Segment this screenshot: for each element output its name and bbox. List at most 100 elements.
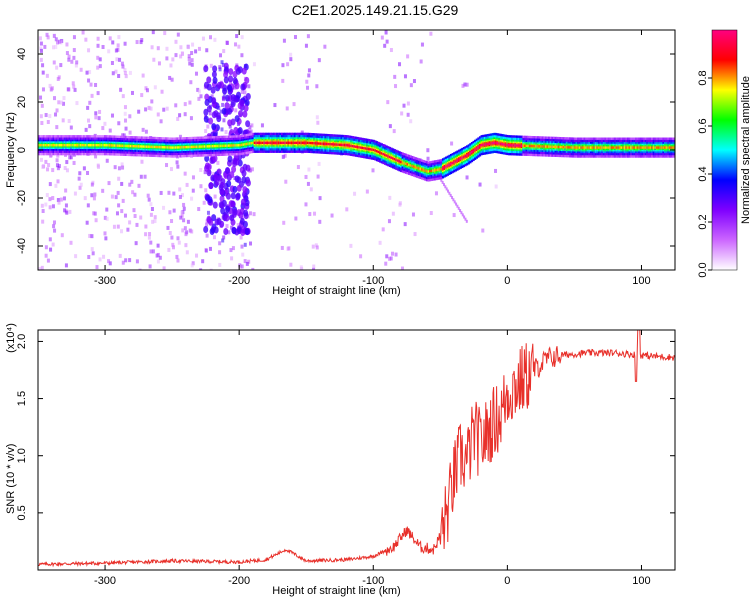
heatmap-cell	[117, 35, 121, 40]
heatmap-cell	[49, 247, 53, 252]
heatmap-cell	[96, 164, 100, 169]
heatmap-cell	[179, 215, 183, 220]
heatmap-cell	[163, 146, 166, 149]
heatmap-cell	[226, 144, 229, 147]
heatmap-cell	[216, 144, 219, 148]
heatmap-cell	[174, 39, 178, 44]
heatmap-cell	[430, 169, 433, 173]
heatmap-cell	[570, 146, 573, 149]
heatmap-cell	[184, 145, 187, 149]
heatmap-cell	[202, 145, 205, 148]
heatmap-cell	[99, 144, 102, 147]
heatmap-cell	[126, 227, 130, 232]
heatmap-cell	[282, 141, 285, 144]
heatmap-cell	[100, 144, 103, 147]
heatmap-cell	[201, 259, 205, 264]
heatmap-cell	[244, 99, 250, 107]
heatmap-cell	[301, 141, 305, 144]
heatmap-cell	[39, 114, 43, 119]
heatmap-cell	[87, 144, 91, 147]
heatmap-cell	[231, 144, 234, 147]
heatmap-cell	[115, 57, 119, 62]
heatmap-cell	[285, 106, 289, 111]
heatmap-cell	[96, 36, 100, 41]
heatmap-cell	[393, 157, 396, 161]
heatmap-cell	[445, 165, 448, 168]
heatmap-cell	[121, 198, 125, 203]
heatmap-cell	[440, 168, 443, 171]
heatmap-cell	[240, 83, 246, 91]
heatmap-cell	[313, 142, 316, 145]
heatmap-cell	[511, 144, 514, 147]
heatmap-cell	[152, 145, 155, 149]
heatmap-cell	[134, 145, 137, 148]
heatmap-cell	[281, 78, 285, 83]
heatmap-cell	[491, 141, 495, 145]
heatmap-cell	[247, 259, 251, 264]
heatmap-cell	[456, 159, 459, 162]
heatmap-cell	[144, 224, 148, 229]
x-tick-label: 0	[504, 575, 510, 587]
heatmap-cell	[647, 146, 651, 149]
heatmap-cell	[62, 144, 65, 147]
heatmap-cell	[234, 175, 240, 183]
heatmap-cell	[56, 166, 60, 171]
heatmap-cell	[293, 141, 297, 144]
heatmap-cell	[224, 144, 227, 147]
heatmap-cell	[170, 235, 174, 240]
heatmap-cell	[90, 247, 94, 252]
heatmap-cell	[388, 124, 392, 129]
heatmap-cell	[402, 103, 406, 108]
heatmap-cell	[384, 30, 388, 35]
heatmap-cell	[501, 142, 504, 146]
heatmap-cell	[541, 145, 544, 148]
heatmap-cell	[625, 146, 628, 149]
heatmap-cell	[149, 145, 152, 148]
heatmap-cell	[561, 145, 564, 149]
heatmap-cell	[240, 53, 244, 58]
heatmap-cell	[39, 57, 43, 62]
heatmap-cell	[215, 112, 221, 120]
heatmap-cell	[39, 95, 43, 100]
heatmap-cell	[115, 144, 118, 147]
heatmap-cell	[46, 258, 50, 263]
heatmap-cell	[57, 164, 61, 169]
heatmap-cell	[470, 150, 474, 154]
heatmap-cell	[307, 167, 311, 172]
heatmap-cell	[184, 243, 188, 248]
heatmap-cell	[56, 153, 60, 158]
heatmap-cell	[222, 49, 226, 54]
heatmap-cell	[359, 146, 363, 149]
heatmap-cell	[203, 226, 209, 234]
spectrogram-heatmap	[38, 30, 675, 270]
heatmap-cell	[91, 251, 95, 256]
heatmap-cell	[57, 200, 61, 205]
heatmap-cell	[139, 174, 143, 179]
heatmap-cell	[121, 133, 125, 138]
heatmap-cell	[334, 143, 337, 146]
x-tick-label: 100	[632, 275, 650, 287]
heatmap-cell	[243, 143, 247, 146]
heatmap-cell	[458, 158, 461, 161]
heatmap-cell	[179, 146, 182, 149]
heatmap-cell	[218, 67, 222, 72]
heatmap-cell	[318, 142, 321, 145]
heatmap-cell	[181, 146, 184, 149]
heatmap-cell	[230, 192, 236, 200]
heatmap-cell	[223, 227, 229, 235]
heatmap-cell	[101, 126, 105, 131]
heatmap-cell	[41, 70, 45, 75]
heatmap-cell	[221, 238, 225, 243]
heatmap-cell	[451, 161, 454, 165]
heatmap-cell	[614, 146, 617, 149]
heatmap-cell	[98, 109, 102, 114]
heatmap-cell	[98, 64, 102, 69]
heatmap-cell	[388, 155, 392, 159]
heatmap-cell	[218, 250, 222, 255]
heatmap-cell	[121, 165, 125, 170]
heatmap-cell	[348, 144, 351, 147]
heatmap-cell	[62, 101, 66, 106]
heatmap-cell	[519, 144, 522, 147]
heatmap-cell	[239, 235, 243, 240]
heatmap-cell	[452, 198, 455, 202]
